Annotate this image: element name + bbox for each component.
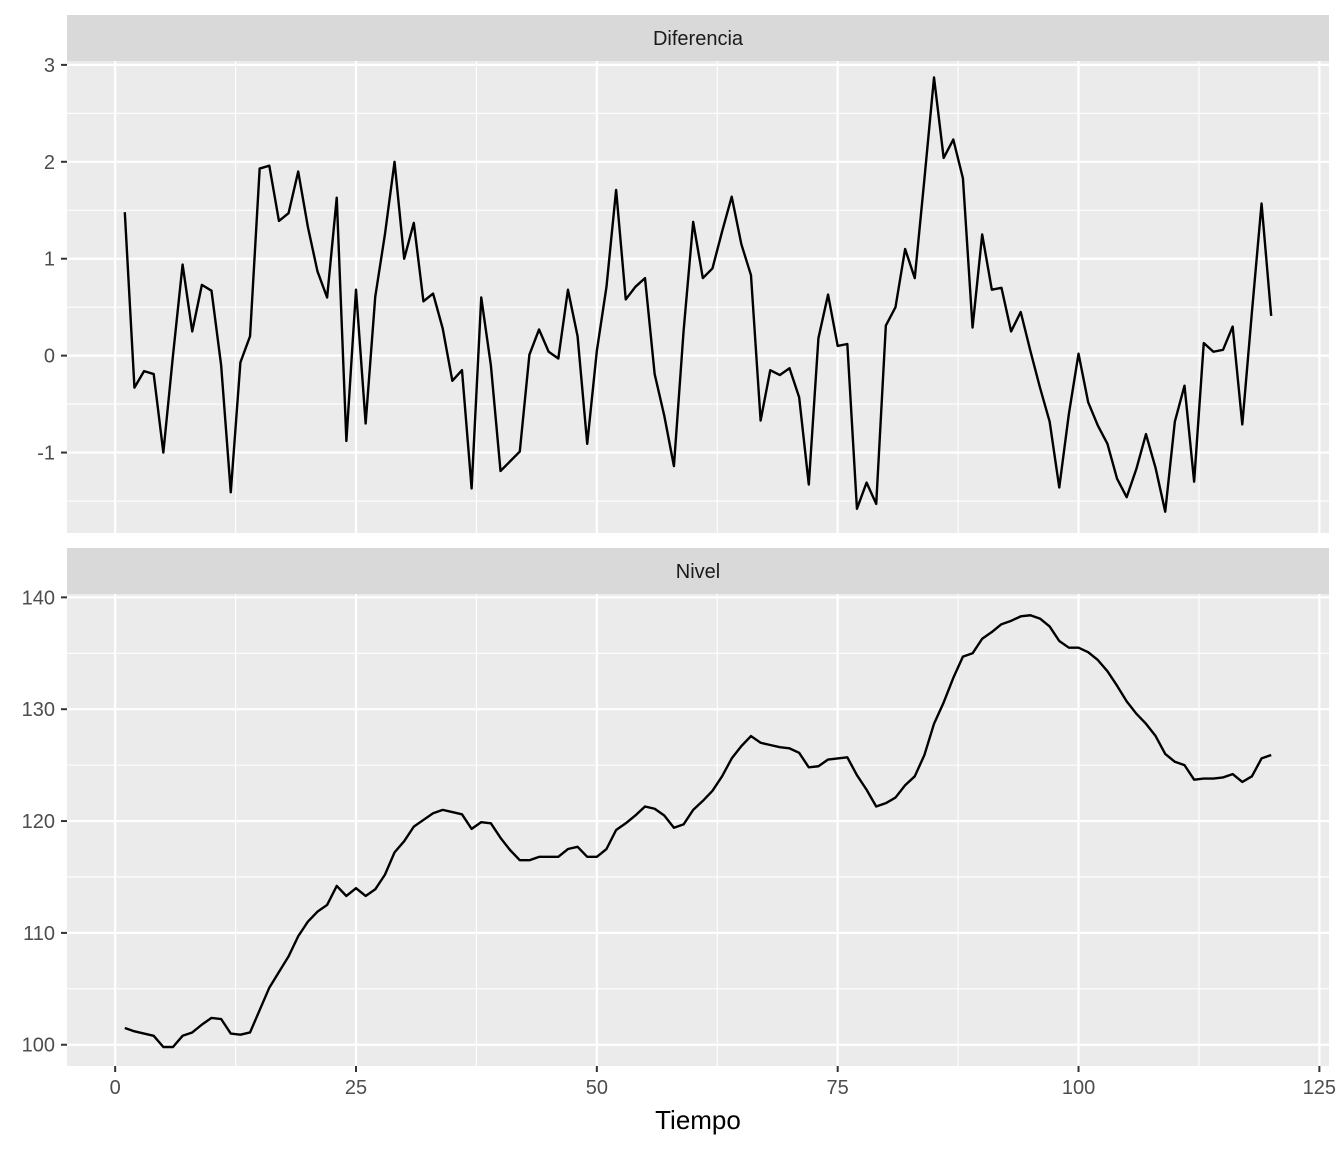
facet-strip xyxy=(67,15,1329,61)
series-line-nivel xyxy=(124,614,1272,1049)
y-tick-label: 1 xyxy=(44,249,55,271)
gridlines xyxy=(67,594,1329,1066)
y-tick-label: 3 xyxy=(44,55,55,77)
y-tick-label: 0 xyxy=(44,346,55,368)
y-axis-0: 3 2 1 0 -1 xyxy=(37,55,67,465)
x-tick-label: 125 xyxy=(1303,1077,1336,1099)
y-tick-label: 140 xyxy=(22,587,55,609)
panel-background xyxy=(67,61,1329,533)
x-tick-label: 50 xyxy=(586,1077,608,1099)
facet-panel-0: Diferencia 3 2 1 0 -1 xyxy=(37,15,1329,533)
facet-strip-label: Diferencia xyxy=(653,28,744,50)
y-tick-label: 120 xyxy=(22,811,55,833)
x-tick-label: 0 xyxy=(110,1077,121,1099)
y-tick-label: -1 xyxy=(37,443,55,465)
panel-background xyxy=(67,594,1329,1066)
y-tick-label: 110 xyxy=(23,923,55,945)
y-axis-1: 140 130 120 110 100 xyxy=(22,587,67,1057)
y-tick-label: 2 xyxy=(44,152,55,174)
y-tick-label: 130 xyxy=(22,699,55,721)
x-axis-title: Tiempo xyxy=(655,1105,741,1135)
facet-strip xyxy=(67,548,1329,594)
panels-layer: Diferencia 3 2 1 0 -1 Nivel 140 130 120 110 100 xyxy=(22,15,1329,1066)
x-tick-label: 100 xyxy=(1062,1077,1095,1099)
facet-strip-label: Nivel xyxy=(676,561,720,583)
facet-panel-1: Nivel 140 130 120 110 100 xyxy=(22,548,1329,1066)
y-tick-label: 100 xyxy=(22,1035,55,1057)
series-line-diferencia xyxy=(123,76,1273,513)
gridlines xyxy=(67,61,1329,533)
x-tick-label: 75 xyxy=(827,1077,849,1099)
x-axis: 0 25 50 75 100 125 xyxy=(110,1066,1336,1099)
x-tick-label: 25 xyxy=(345,1077,367,1099)
